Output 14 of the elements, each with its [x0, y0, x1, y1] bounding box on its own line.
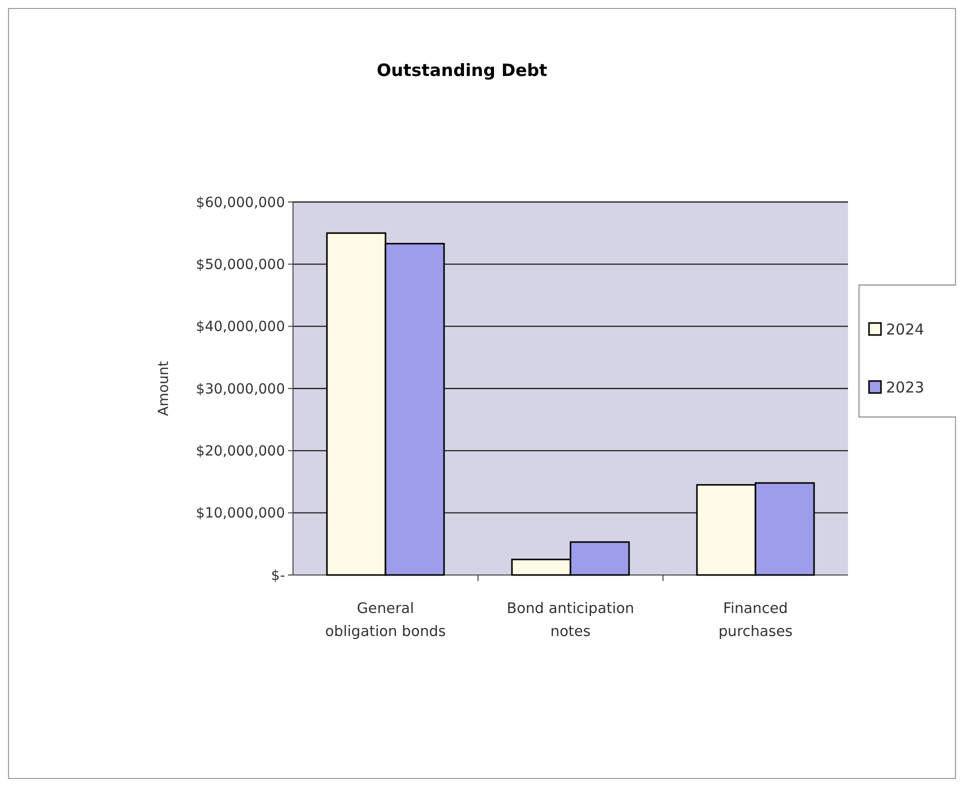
x-tick-label: Bond anticipation notes [506, 601, 634, 640]
y-tick-label: $40,000,000 [196, 319, 285, 336]
y-tick-label: $50,000,000 [196, 257, 285, 274]
y-tick-label: $60,000,000 [196, 194, 285, 211]
y-axis-title: Amount [156, 360, 172, 416]
legend-label: 2023 [886, 378, 924, 396]
y-tick-label: $10,000,000 [196, 506, 285, 522]
x-tick-label: General obligation bonds [325, 601, 446, 640]
x-tick-label: Financed purchases [718, 601, 793, 640]
y-tick-label: $- [271, 568, 285, 584]
y-tick-label: $20,000,000 [196, 444, 285, 460]
legend-label: 2024 [886, 320, 924, 338]
chart-title: Outstanding Debt [376, 61, 548, 81]
y-tick-label: $30,000,000 [196, 381, 285, 398]
